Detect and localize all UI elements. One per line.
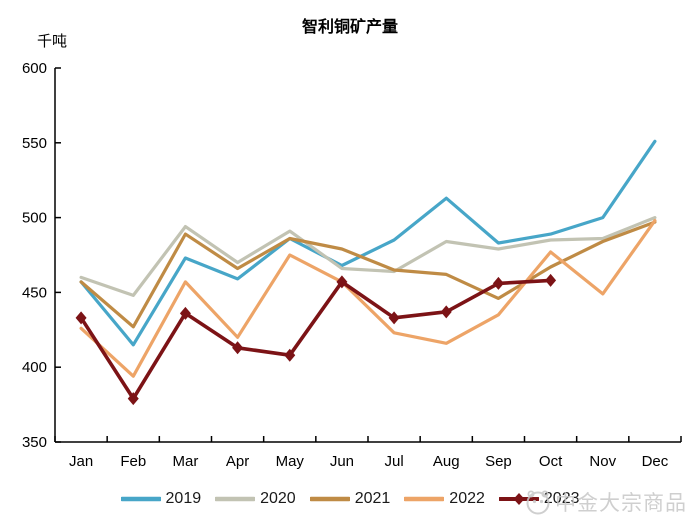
legend-label-2020: 2020 xyxy=(260,490,296,507)
series-marker-2023 xyxy=(388,311,400,325)
series-marker-2023 xyxy=(75,311,87,325)
x-tick-label: Feb xyxy=(120,453,146,470)
x-tick-label: Mar xyxy=(172,453,198,470)
x-tick-label: Nov xyxy=(589,453,616,470)
series-line-2022 xyxy=(79,219,657,378)
legend-label-2022: 2022 xyxy=(449,490,485,507)
y-tick-label: 550 xyxy=(22,135,47,152)
y-tick-label: 500 xyxy=(22,210,47,227)
x-tick-label: Jun xyxy=(330,453,354,470)
chart-title: 智利铜矿产量 xyxy=(301,19,398,36)
series-line-2020 xyxy=(79,216,657,297)
y-tick-label: 600 xyxy=(22,60,47,77)
x-tick-label: May xyxy=(276,453,305,470)
legend-item-2022: 2022 xyxy=(404,490,485,508)
y-tick-label: 450 xyxy=(22,284,47,301)
x-tick-label: Jul xyxy=(384,453,403,470)
x-tick-label: Sep xyxy=(485,453,512,470)
legend-label-2019: 2019 xyxy=(165,490,202,507)
series-marker-2023 xyxy=(492,276,504,290)
legend-swatch-2022 xyxy=(404,496,445,502)
series-marker-2023 xyxy=(545,273,557,287)
series-marker-2023 xyxy=(440,305,452,319)
series-marker-2023 xyxy=(179,306,191,320)
y-tick-label: 350 xyxy=(22,434,47,451)
series-line-2023 xyxy=(79,278,553,401)
legend-swatch-2021 xyxy=(309,496,350,502)
x-tick-label: Dec xyxy=(642,453,669,470)
series-marker-2023 xyxy=(127,392,139,406)
legend-item-2023: 2023 xyxy=(498,490,580,508)
y-axis-unit-label: 千吨 xyxy=(37,33,68,50)
legend-label-2023: 2023 xyxy=(543,490,580,507)
series-marker-2023 xyxy=(232,341,244,355)
x-tick-label: Aug xyxy=(433,453,460,470)
legend-swatch-2023 xyxy=(498,493,539,505)
legend-swatch-2019 xyxy=(120,496,161,502)
legend-label-2021: 2021 xyxy=(354,490,391,507)
y-tick-label: 400 xyxy=(22,359,47,376)
x-tick-label: Jan xyxy=(69,453,93,470)
series-marker-2023 xyxy=(336,275,348,289)
legend: 2019 2020 2021 2022 2023 xyxy=(0,490,700,508)
series-line-2019 xyxy=(79,139,657,347)
legend-item-2020: 2020 xyxy=(215,490,296,508)
x-tick-label: Apr xyxy=(226,453,249,470)
line-chart-plot: 600 550 500 450 400 350 Jan Feb Mar Apr May Jun Jul A… xyxy=(22,60,682,470)
series-line-2021 xyxy=(79,220,657,329)
legend-swatch-2020 xyxy=(215,496,256,502)
x-tick-label: Oct xyxy=(539,453,563,470)
legend-item-2019: 2019 xyxy=(120,490,202,508)
series-marker-2023 xyxy=(284,348,296,362)
legend-item-2021: 2021 xyxy=(309,490,391,508)
